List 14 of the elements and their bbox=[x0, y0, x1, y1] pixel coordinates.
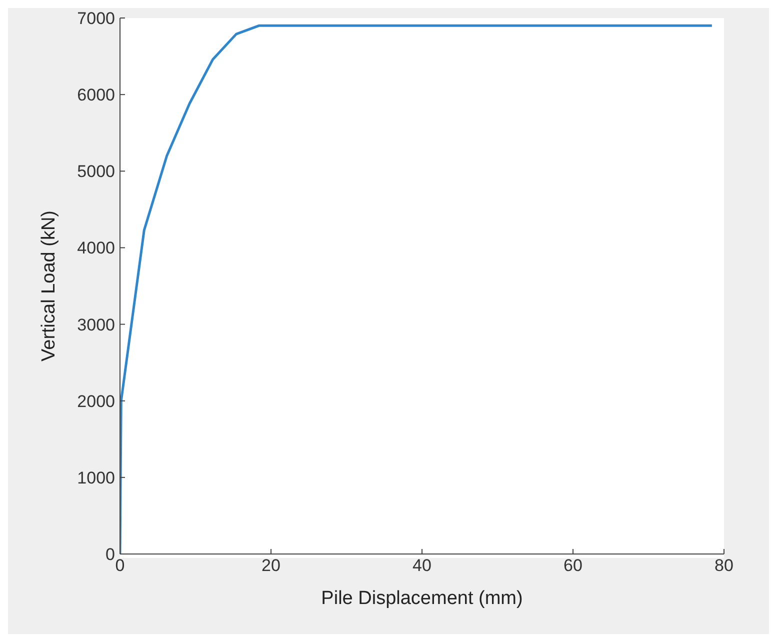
x-tick-label: 60 bbox=[564, 556, 582, 576]
y-tick-label: 4000 bbox=[77, 238, 115, 258]
y-tick-label: 3000 bbox=[77, 315, 115, 334]
x-tick-label: 80 bbox=[714, 556, 734, 576]
y-tick-label: 2000 bbox=[77, 392, 115, 411]
y-tick-label: 1000 bbox=[77, 468, 115, 488]
y-tick-label: 6000 bbox=[77, 86, 115, 105]
x-tick-label: 40 bbox=[412, 556, 432, 576]
line-series bbox=[120, 24, 714, 554]
x-axis-title: Pile Displacement (mm) bbox=[321, 588, 523, 609]
y-tick-label: 7000 bbox=[77, 9, 115, 28]
y-tick-label: 5000 bbox=[77, 162, 115, 182]
y-axis-title: Vertical Load (kN) bbox=[38, 210, 60, 362]
x-tick-label: 20 bbox=[262, 556, 280, 576]
